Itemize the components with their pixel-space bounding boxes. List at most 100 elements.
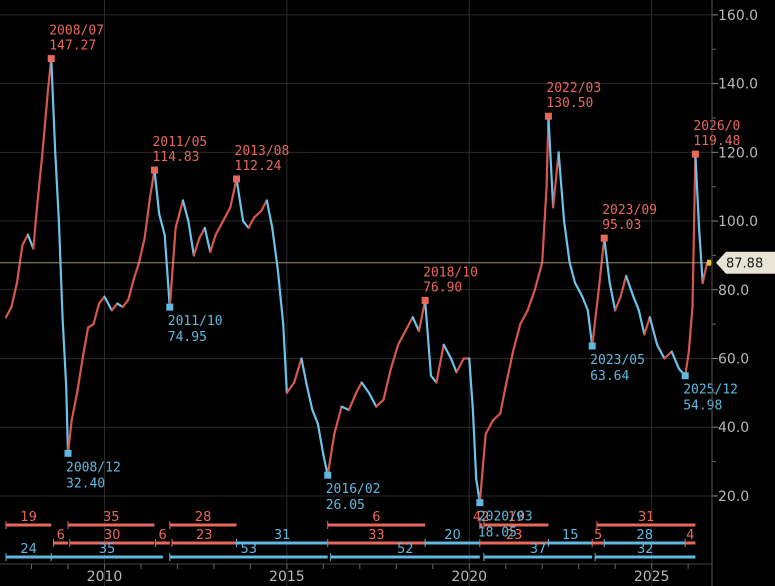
price-segment	[276, 268, 285, 326]
price-segment	[471, 408, 478, 480]
y-tick-label: 100.0	[718, 214, 758, 230]
annotation-value: 63.64	[590, 369, 629, 384]
price-segment	[252, 209, 263, 219]
price-segment	[694, 153, 701, 230]
price-segment	[355, 381, 363, 394]
price-segment	[168, 226, 177, 309]
swing-bar-label: 28	[195, 510, 212, 525]
annotation-value: 26.05	[326, 498, 365, 513]
y-tick-label: 120.0	[718, 145, 758, 161]
grid	[0, 0, 712, 586]
price-segment	[300, 357, 309, 388]
price-segment	[547, 115, 555, 209]
price-segment	[265, 199, 274, 230]
y-tick-label: 20.0	[718, 489, 749, 505]
annotation-date: 2025/12	[683, 383, 738, 398]
price-segment	[260, 199, 268, 212]
price-segment	[192, 237, 201, 257]
price-segment	[103, 295, 113, 312]
low-marker	[588, 342, 596, 350]
price-segment	[163, 233, 171, 309]
price-segment	[435, 343, 445, 384]
price-segment	[305, 384, 314, 412]
price-segment	[499, 384, 507, 415]
price-segment	[670, 350, 681, 370]
price-segment	[468, 357, 475, 412]
price-segment	[198, 226, 206, 240]
price-segment	[701, 261, 709, 284]
price-segment	[66, 419, 73, 455]
y-tick-label: 40.0	[718, 420, 749, 436]
price-segment	[637, 309, 646, 336]
price-segment	[187, 219, 195, 257]
price-segment	[148, 168, 156, 199]
price-segment	[285, 381, 296, 394]
price-segment	[54, 151, 60, 223]
price-segment	[110, 302, 119, 312]
swing-bar-label: 6	[372, 510, 380, 525]
swing-bar-label: 31	[638, 510, 655, 525]
annotation-date: 2023/05	[590, 353, 645, 368]
price-segment	[138, 237, 146, 264]
price-segment	[552, 151, 560, 209]
price-segment	[643, 316, 651, 336]
price-segment	[61, 316, 68, 388]
price-segment	[26, 233, 35, 250]
price-segment	[181, 199, 190, 223]
swing-bar-label: 6	[159, 528, 167, 543]
price-segment	[50, 57, 57, 154]
price-segment	[32, 206, 39, 250]
price-segment	[562, 219, 571, 264]
annotation-value: 147.27	[49, 39, 96, 54]
swing-bar-label: 23	[506, 528, 523, 543]
swing-bar-label: 52	[397, 542, 414, 557]
swing-bar-label: 32	[637, 542, 654, 557]
y-tick-label: 160.0	[718, 8, 758, 24]
x-tick-label: 2020	[451, 569, 487, 585]
price-segment	[282, 323, 288, 394]
low-marker	[64, 449, 72, 457]
price-segment	[586, 309, 594, 348]
annotation-date: 2013/08	[235, 144, 290, 159]
price-segment	[97, 295, 106, 305]
swing-bar-label: 33	[368, 528, 385, 543]
price-segment	[10, 281, 19, 309]
price-segment	[340, 405, 350, 412]
swing-bar-label: 19	[508, 510, 525, 525]
price-segment	[158, 213, 166, 236]
price-segment	[326, 432, 336, 477]
price-segment	[614, 295, 622, 312]
annotation-date: 2023/09	[602, 203, 657, 218]
price-segment	[541, 185, 548, 264]
price-segment	[127, 278, 135, 302]
annotation-value: 119.48	[693, 134, 740, 149]
price-segment	[241, 219, 250, 230]
price-segment	[41, 89, 50, 154]
annotation-date: 2018/10	[423, 265, 478, 280]
y-tick-label: 60.0	[718, 351, 749, 367]
price-segment	[591, 288, 600, 348]
price-segment	[697, 226, 704, 284]
annotation-value: 95.03	[602, 218, 641, 233]
price-segment	[209, 233, 217, 254]
price-segment	[455, 357, 465, 374]
price-segment	[382, 367, 392, 401]
price-segment	[442, 343, 453, 360]
annotation-value: 130.50	[546, 96, 593, 111]
price-segment	[333, 405, 343, 436]
annotation-date: 2011/10	[168, 314, 223, 329]
price-segment	[684, 350, 690, 377]
price-segment	[619, 274, 628, 298]
price-segment	[597, 237, 606, 291]
annotation-value: 18.05	[478, 526, 517, 541]
low-marker	[324, 471, 332, 479]
swing-bar-label: 42	[473, 510, 490, 525]
annotation-date: 2008/12	[66, 460, 121, 475]
swing-bar-label: 30	[104, 528, 121, 543]
price-segment	[557, 151, 566, 223]
swing-bar-label: 5	[594, 528, 602, 543]
last-price-label: 87.88	[726, 257, 763, 272]
swing-bar-label: 24	[20, 542, 37, 557]
annotation-date: 2022/03	[546, 81, 601, 96]
y-tick-label: 80.0	[718, 283, 749, 299]
